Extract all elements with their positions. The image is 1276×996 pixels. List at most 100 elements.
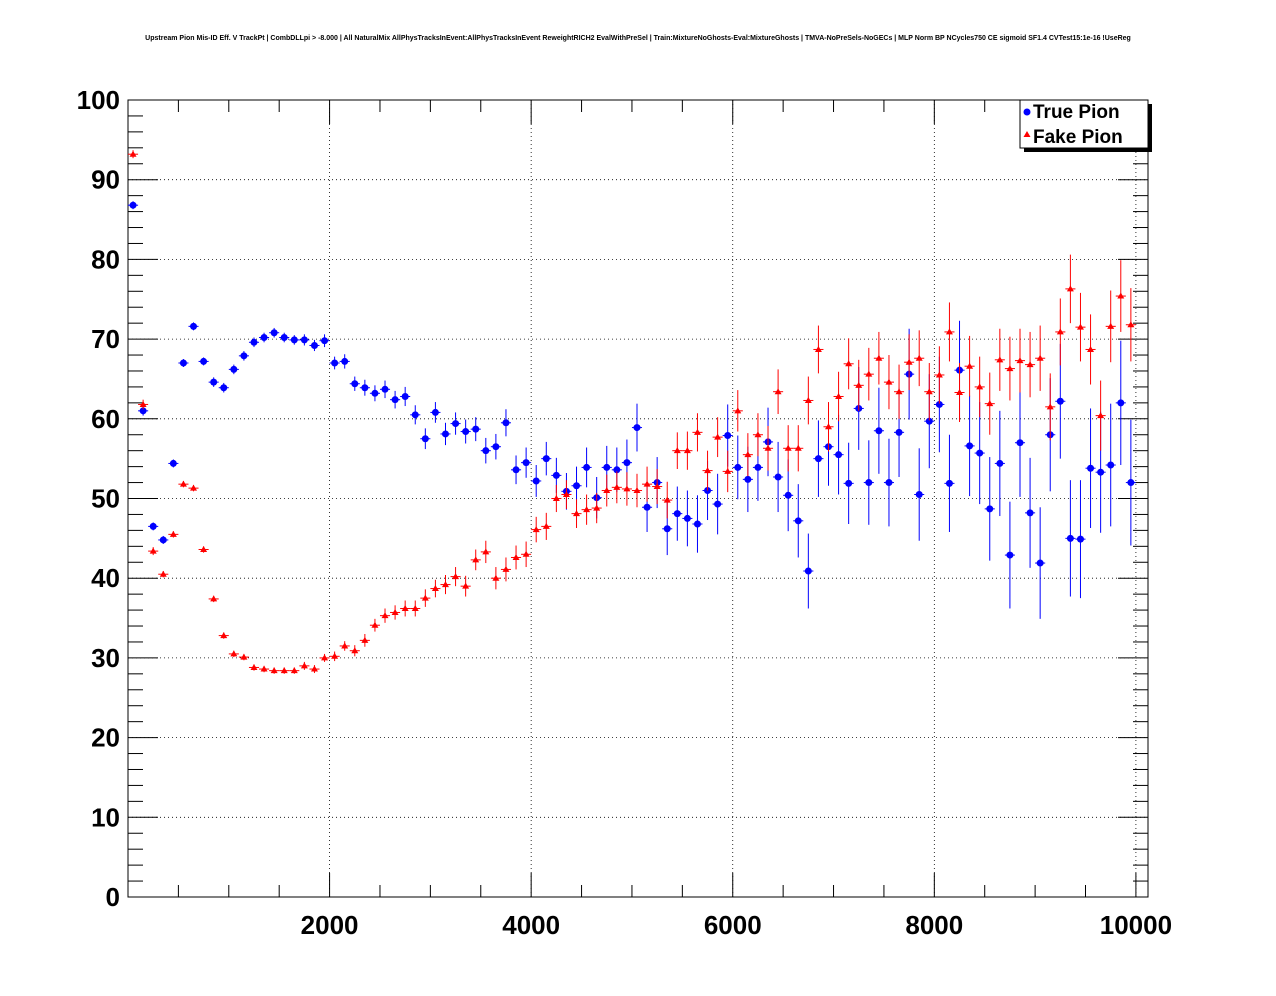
data-point	[573, 482, 581, 490]
data-point	[391, 608, 399, 615]
data-point	[1016, 357, 1024, 364]
data-point	[693, 428, 701, 435]
y-tick-label: 60	[91, 404, 120, 434]
data-point	[583, 463, 591, 471]
data-point	[240, 352, 248, 360]
data-point	[764, 444, 772, 451]
data-point	[169, 530, 177, 537]
data-point	[341, 357, 349, 365]
data-point	[159, 570, 167, 577]
data-point	[280, 334, 288, 342]
legend-label-fake-pion: Fake Pion	[1033, 127, 1123, 148]
data-point	[179, 359, 187, 367]
data-point	[643, 503, 651, 511]
data-point	[714, 500, 722, 508]
data-point	[522, 459, 530, 467]
data-point	[1006, 551, 1014, 559]
data-point	[673, 447, 681, 454]
data-point	[945, 328, 953, 335]
data-point	[875, 354, 883, 361]
data-point	[663, 496, 671, 503]
data-point	[149, 522, 157, 530]
data-point	[935, 400, 943, 408]
data-point	[986, 400, 994, 407]
data-point	[1107, 322, 1115, 329]
data-point	[996, 356, 1004, 363]
data-point	[431, 408, 439, 416]
data-point	[331, 652, 339, 659]
data-point	[935, 371, 943, 378]
data-point	[623, 459, 631, 467]
data-point	[220, 384, 228, 392]
data-point	[593, 504, 601, 511]
data-point	[724, 467, 732, 474]
data-point	[824, 423, 832, 430]
data-point	[391, 396, 399, 404]
data-point	[845, 479, 853, 487]
data-point	[462, 428, 470, 436]
data-point	[583, 506, 591, 513]
data-point	[814, 455, 822, 463]
data-point	[663, 525, 671, 533]
data-point	[1107, 461, 1115, 469]
y-tick-label: 20	[91, 723, 120, 753]
data-point	[1127, 321, 1135, 328]
data-point	[351, 647, 359, 654]
axis-tick-labels: 0 10 20 30 40 50 60 70 80 90 100 2000 4000 6000 8000 10…	[77, 85, 1172, 940]
data-point	[814, 345, 822, 352]
data-point	[1026, 361, 1034, 368]
data-point	[502, 419, 510, 427]
data-point	[885, 479, 893, 487]
data-point	[804, 396, 812, 403]
data-point	[331, 359, 339, 367]
data-point	[865, 370, 873, 377]
data-point	[482, 548, 490, 555]
data-point	[441, 581, 449, 588]
legend-marker-true-pion	[1023, 108, 1031, 116]
x-tick-label: 4000	[502, 910, 560, 940]
data-point	[704, 467, 712, 474]
data-point	[1066, 285, 1074, 292]
data-point	[1127, 479, 1135, 487]
legend: True Pion Fake Pion	[1019, 99, 1152, 152]
data-point	[734, 463, 742, 471]
data-point	[361, 636, 369, 643]
data-point	[865, 479, 873, 487]
data-point	[603, 463, 611, 471]
data-point	[381, 385, 389, 393]
y-tick-label: 40	[91, 563, 120, 593]
data-point	[1016, 439, 1024, 447]
y-tick-label: 0	[106, 882, 120, 912]
y-tick-label: 30	[91, 643, 120, 673]
data-point	[1076, 323, 1084, 330]
data-point	[885, 378, 893, 385]
data-point	[633, 424, 641, 432]
data-series	[128, 150, 1136, 674]
data-point	[351, 380, 359, 388]
data-point	[956, 388, 964, 395]
data-point	[280, 667, 288, 674]
data-point	[421, 594, 429, 601]
data-point	[1046, 403, 1054, 410]
data-point	[452, 573, 460, 580]
data-point	[1087, 464, 1095, 472]
data-point	[129, 201, 137, 209]
data-point	[361, 384, 369, 392]
data-point	[230, 365, 238, 373]
data-point	[139, 400, 147, 407]
data-point	[310, 341, 318, 349]
data-point	[1036, 354, 1044, 361]
y-tick-label: 80	[91, 244, 120, 274]
data-point	[996, 459, 1004, 467]
data-point	[1097, 468, 1105, 476]
data-point	[1076, 535, 1084, 543]
x-tick-label: 2000	[301, 910, 359, 940]
x-tick-label: 6000	[704, 910, 762, 940]
data-point	[895, 388, 903, 395]
data-point	[502, 565, 510, 572]
data-point	[210, 378, 218, 386]
data-point	[774, 473, 782, 481]
data-point	[895, 428, 903, 436]
data-point	[613, 483, 621, 490]
